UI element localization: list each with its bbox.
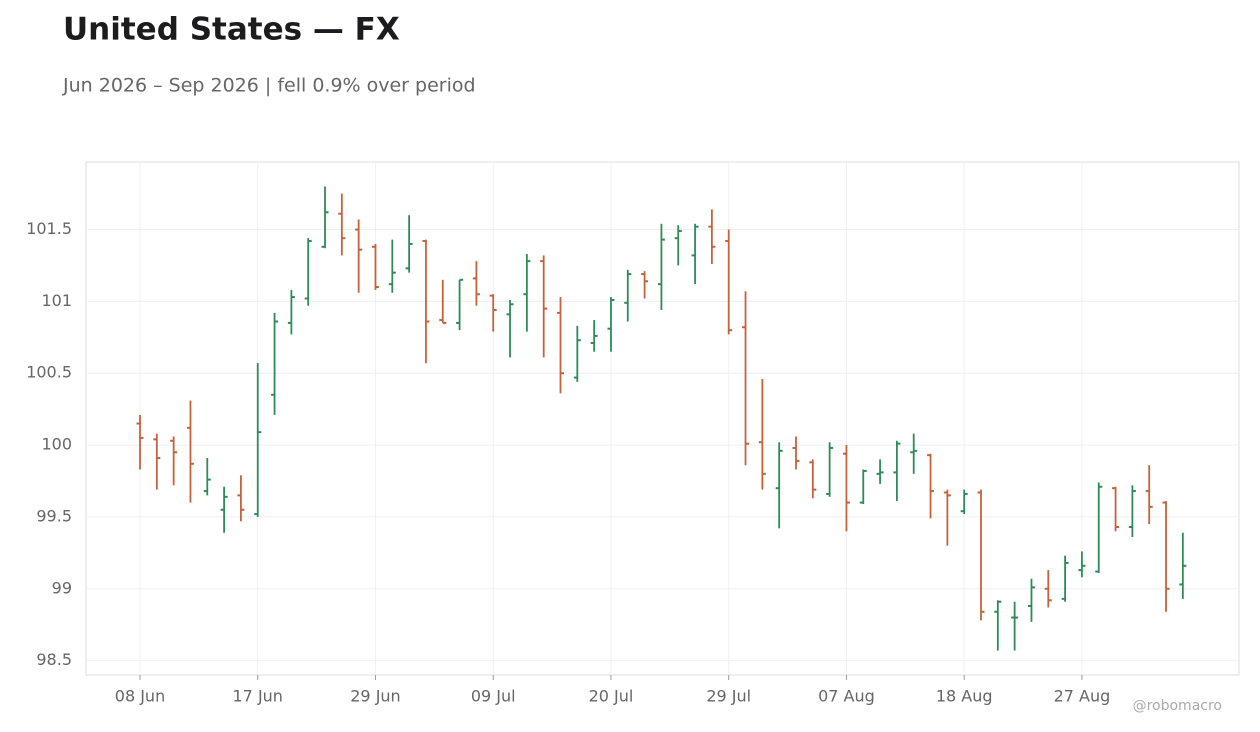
y-tick-label: 101 [41, 291, 72, 310]
x-tick-label: 20 Jul [589, 687, 634, 706]
y-tick-label: 99 [52, 578, 72, 597]
y-tick-label: 99.5 [36, 506, 72, 525]
x-tick-label: 07 Aug [818, 687, 875, 706]
x-tick-label: 18 Aug [936, 687, 993, 706]
x-tick-label: 08 Jun [115, 687, 165, 706]
credit: @robomacro [1133, 698, 1222, 714]
y-tick-label: 101.5 [26, 219, 72, 238]
y-tick-label: 100.5 [26, 363, 72, 382]
x-tick-label: 27 Aug [1054, 687, 1111, 706]
plot-frame [85, 161, 1240, 676]
x-tick-label: 09 Jul [471, 687, 516, 706]
y-tick-label: 98.5 [36, 650, 72, 669]
chart-subtitle: Jun 2026 – Sep 2026 | fell 0.9% over per… [62, 75, 476, 97]
x-tick-label: 17 Jun [233, 687, 283, 706]
x-tick-label: 29 Jul [706, 687, 751, 706]
chart-title: United States — FX [63, 12, 400, 48]
y-tick-label: 100 [41, 435, 72, 454]
x-tick-label: 29 Jun [350, 687, 400, 706]
